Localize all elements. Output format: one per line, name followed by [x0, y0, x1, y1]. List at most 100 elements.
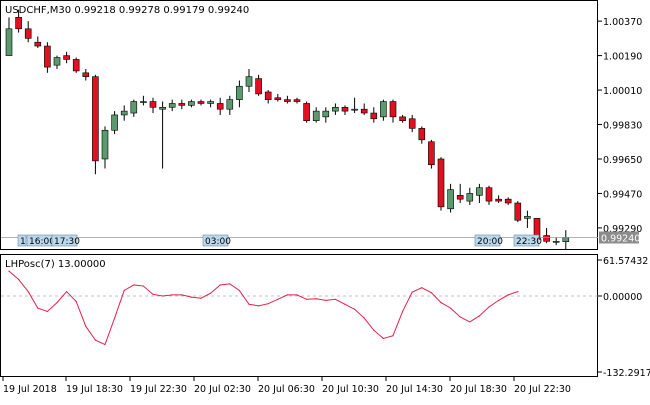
bear-candle	[341, 106, 349, 112]
bear-candle	[370, 112, 378, 120]
price-panel[interactable]	[1, 9, 598, 250]
bull-candle	[207, 101, 214, 104]
time-axis-label: 20 Jul 10:30	[322, 384, 379, 395]
bear-candle	[428, 141, 435, 166]
bear-candle	[418, 128, 426, 141]
oscillator-point	[267, 303, 269, 305]
bull-candle	[5, 28, 13, 56]
oscillator-point	[238, 289, 240, 292]
marker-time: 20:00	[477, 237, 503, 247]
bear-candle	[274, 97, 282, 100]
indicator-axis-label: -132.29173	[603, 368, 650, 379]
time-axis-label: 19 Jul 2018	[3, 384, 57, 395]
bull-candle	[236, 85, 243, 100]
bear-candle	[456, 195, 464, 200]
oscillator-point	[27, 290, 29, 293]
time-axis-label: 20 Jul 18:30	[450, 384, 507, 395]
oscillator-point	[104, 343, 106, 346]
indicator-axis-label: 61.57432	[603, 256, 648, 267]
oscillator-point	[382, 337, 384, 340]
oscillator-point	[94, 339, 96, 341]
marker-time-box	[202, 234, 229, 247]
oscillator-point	[75, 300, 77, 303]
bear-candle	[408, 118, 416, 129]
bull-candle	[562, 237, 570, 242]
oscillator-point	[229, 283, 231, 285]
oscillator-point	[258, 305, 260, 307]
bear-candle	[543, 235, 550, 242]
oscillator-point	[210, 292, 212, 294]
bear-candle	[399, 116, 406, 121]
oscillator-point	[171, 294, 173, 296]
indicator-panel[interactable]	[1, 270, 598, 346]
oscillator-point	[200, 297, 202, 299]
oscillator-point	[469, 321, 471, 323]
marker-time-box	[51, 234, 78, 247]
price-axis-label: 0.99650	[603, 155, 642, 166]
oscillator-point	[392, 335, 394, 337]
price-axis-label: 1.00190	[603, 52, 642, 63]
marker-left-number-box	[17, 234, 27, 247]
indicator-axis-label: 0.00000	[603, 292, 642, 303]
bear-candle	[264, 91, 272, 100]
bull-candle	[101, 129, 109, 160]
current-price-label: 0.99240	[601, 233, 640, 244]
bear-candle	[82, 72, 90, 77]
price-panel-frame	[0, 0, 598, 250]
bull-candle	[140, 101, 147, 103]
bear-candle	[197, 101, 205, 104]
oscillator-point	[517, 290, 519, 293]
oscillator-point	[440, 302, 442, 304]
marker-time: 16:00	[29, 237, 55, 247]
bear-candle	[178, 103, 186, 106]
bull-candle	[245, 76, 253, 87]
oscillator-point	[123, 289, 125, 292]
oscillator-point	[190, 296, 192, 298]
time-axis-label: 19 Jul 18:30	[66, 384, 123, 395]
oscillator-point	[66, 290, 68, 293]
bull-candle	[476, 187, 483, 196]
oscillator-point	[354, 308, 356, 310]
bear-candle	[389, 101, 397, 118]
bear-candle	[437, 158, 445, 208]
bear-candle	[303, 103, 310, 121]
oscillator-point	[411, 291, 413, 293]
oscillator-point	[37, 307, 39, 309]
bull-candle	[380, 101, 387, 118]
oscillator-point	[181, 294, 183, 296]
bull-candle	[351, 108, 358, 111]
oscillator-point	[450, 307, 452, 309]
oscillator-point	[363, 317, 365, 319]
price-axis-label: 0.99830	[603, 121, 642, 132]
oscillator-point	[286, 294, 288, 296]
bull-candle	[226, 99, 234, 110]
bull-candle	[120, 110, 128, 116]
oscillator-point	[430, 292, 432, 294]
price-axis-label: 1.00370	[603, 17, 642, 28]
bear-candle	[504, 198, 512, 204]
bear-candle	[293, 99, 301, 102]
current-price-badge	[599, 231, 639, 244]
marker-time-box	[474, 234, 501, 247]
oscillator-point	[85, 325, 87, 327]
oscillator-point	[459, 316, 461, 318]
bull-candle	[53, 57, 61, 66]
oscillator-point	[373, 329, 375, 331]
bull-candle	[466, 193, 474, 202]
oscillator-point	[296, 294, 298, 296]
marker-time: 03:00	[205, 237, 231, 247]
bear-candle	[34, 41, 42, 47]
bull-candle	[322, 110, 330, 118]
bear-candle	[485, 187, 493, 202]
oscillator-point	[325, 299, 327, 301]
oscillator-point	[277, 298, 279, 300]
bear-candle	[255, 78, 262, 95]
time-axis-label: 20 Jul 22:30	[514, 384, 571, 395]
bear-candle	[360, 108, 368, 114]
oscillator-point	[18, 278, 20, 281]
bear-candle	[149, 101, 157, 108]
oscillator-point	[152, 293, 154, 295]
axes: 1.00370 1.00190 1.00010 0.99830 0.99650 0.994…	[2, 17, 650, 395]
